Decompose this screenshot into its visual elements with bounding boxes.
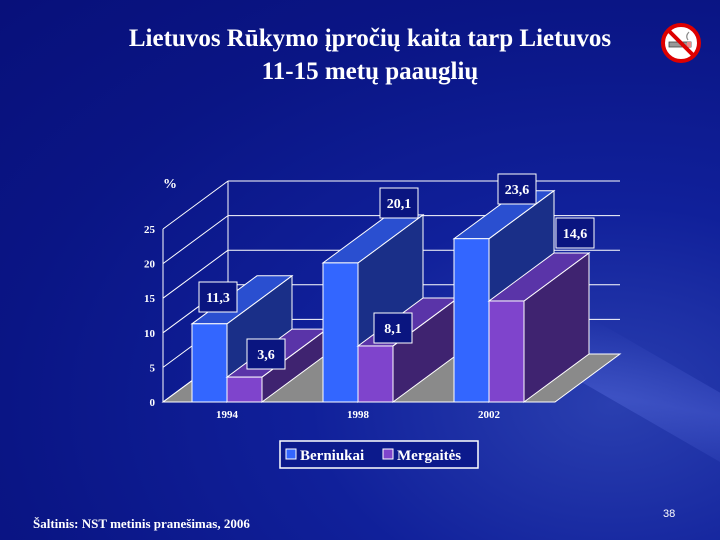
source-note: Šaltinis: NST metinis pranešimas, 2006	[33, 516, 250, 531]
y-tick-label: 0	[150, 397, 156, 409]
x-tick-label: 2002	[478, 409, 501, 421]
bar-berniukai-1998	[322, 262, 359, 403]
data-label: 8,1	[384, 322, 402, 337]
bar-mergaitės-1994	[226, 376, 263, 403]
bar-berniukai-2002	[453, 238, 490, 403]
y-tick-label: 10	[144, 328, 156, 340]
data-label-box	[246, 338, 286, 370]
gridline-side	[162, 249, 229, 299]
bar-mergaitės-2002	[488, 300, 525, 403]
data-label: 14,6	[563, 227, 588, 242]
y-axis-label: %	[163, 177, 177, 192]
page-number: 38	[663, 508, 676, 520]
legend-swatch-mergaites	[382, 448, 394, 460]
data-label: 11,3	[206, 291, 230, 306]
x-tick-label: 1994	[216, 409, 239, 421]
bar-mergaitės-1998	[357, 345, 394, 403]
data-label: 3,6	[257, 348, 275, 363]
gridline-side	[162, 215, 229, 265]
data-label-box	[379, 187, 419, 219]
title-line-1: Lietuvos Rūkymo įpročių kaita tarp Lietu…	[128, 25, 612, 52]
data-label-box	[198, 281, 238, 313]
y-tick-label: 15	[144, 293, 156, 305]
y-tick-label: 25	[144, 224, 156, 236]
data-label: 20,1	[387, 197, 412, 212]
title-line-2: 11-15 metų paauglių	[261, 58, 479, 85]
no-smoking-icon	[661, 23, 701, 63]
y-tick-label: 5	[150, 362, 156, 374]
y-tick-label: 20	[144, 259, 156, 271]
bar-berniukai-1994	[191, 323, 228, 403]
x-tick-label: 1998	[347, 409, 370, 421]
legend-swatch-berniukai	[285, 448, 297, 460]
data-label-box	[497, 173, 537, 205]
legend-label-berniukai: Berniukai	[300, 448, 364, 464]
gridline-side	[162, 180, 229, 230]
legend: Berniukai Mergaitės	[279, 440, 479, 469]
data-label-box	[555, 217, 595, 249]
data-label: 23,6	[505, 183, 530, 198]
data-label-box	[373, 312, 413, 344]
legend-label-mergaites: Mergaitės	[397, 448, 461, 464]
slide-title: Lietuvos Rūkymo įpročių kaita tarp Lietu…	[60, 22, 680, 88]
